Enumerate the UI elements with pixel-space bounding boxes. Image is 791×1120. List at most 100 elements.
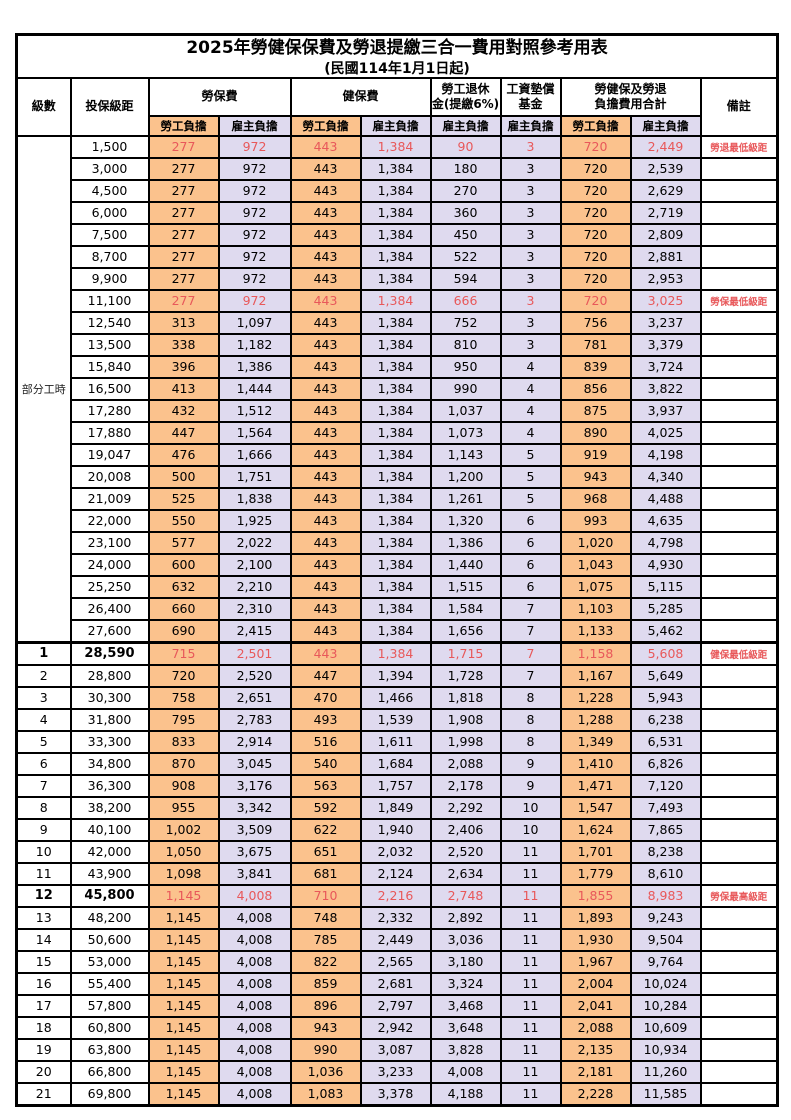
cell-remark xyxy=(699,971,779,996)
cell-wage-fund-employer: 3 xyxy=(499,156,562,181)
cell-level: 1 xyxy=(15,640,72,666)
cell-health-employee: 681 xyxy=(289,861,362,886)
cell-total-employee: 781 xyxy=(559,332,632,357)
cell-level: 18 xyxy=(15,1015,72,1040)
col-header-remark: 備註 xyxy=(699,76,779,137)
cell-labor-employee: 1,145 xyxy=(147,1015,220,1040)
cell-health-employee: 443 xyxy=(289,530,362,555)
col-header-bracket: 投保級距 xyxy=(69,76,150,137)
table-row: 11,100 277 972 443 1,384 666 3 720 3,025 勞保最低級距 xyxy=(17,288,779,313)
table-row: 4 31,800 795 2,783 493 1,539 1,908 8 1,288 6,238 xyxy=(15,707,779,732)
cell-pension-employer: 3,180 xyxy=(429,949,502,974)
cell-labor-employer: 2,022 xyxy=(217,530,292,555)
cell-labor-employee: 1,145 xyxy=(147,883,220,908)
cell-labor-employee: 1,145 xyxy=(147,1081,220,1107)
table-row: 22,000 550 1,925 443 1,384 1,320 6 993 4,635 xyxy=(17,508,779,533)
cell-labor-employee: 313 xyxy=(147,310,220,335)
cell-labor-employer: 3,841 xyxy=(217,861,292,886)
cell-insured-bracket: 66,800 xyxy=(69,1059,150,1084)
cell-wage-fund-employer: 4 xyxy=(499,376,562,401)
cell-total-employee: 968 xyxy=(559,486,632,511)
cell-insured-bracket: 45,800 xyxy=(69,883,150,908)
cell-total-employee: 720 xyxy=(559,244,632,269)
cell-health-employer: 1,384 xyxy=(359,420,432,445)
cell-labor-employer: 2,501 xyxy=(217,640,292,666)
cell-wage-fund-employer: 11 xyxy=(499,839,562,864)
cell-total-employee: 720 xyxy=(559,266,632,291)
cell-total-employer: 5,943 xyxy=(629,685,702,710)
table-row: 部分工時 1,500 277 972 443 1,384 90 3 720 2,449 勞退最低級距 xyxy=(15,134,779,644)
cell-total-employee: 2,041 xyxy=(559,993,632,1018)
cell-total-employee: 1,967 xyxy=(559,949,632,974)
cell-level: 13 xyxy=(15,905,72,930)
cell-level: 12 xyxy=(15,883,72,908)
cell-health-employer: 1,384 xyxy=(359,552,432,577)
cell-insured-bracket: 13,500 xyxy=(69,332,150,357)
cell-labor-employee: 277 xyxy=(147,156,220,181)
cell-insured-bracket: 28,800 xyxy=(69,663,150,688)
cell-level: 21 xyxy=(15,1081,72,1107)
cell-health-employee: 1,083 xyxy=(289,1081,362,1107)
cell-total-employee: 1,471 xyxy=(559,773,632,798)
cell-remark xyxy=(699,486,779,511)
cell-total-employee: 2,135 xyxy=(559,1037,632,1062)
cell-pension-employer: 990 xyxy=(429,376,502,401)
cell-wage-fund-employer: 3 xyxy=(499,200,562,225)
cell-pension-employer: 3,468 xyxy=(429,993,502,1018)
cell-pension-employer: 810 xyxy=(429,332,502,357)
cell-wage-fund-employer: 9 xyxy=(499,751,562,776)
cell-health-employer: 1,384 xyxy=(359,310,432,335)
cell-health-employee: 443 xyxy=(289,574,362,599)
cell-health-employer: 1,384 xyxy=(359,398,432,423)
cell-health-employer: 3,233 xyxy=(359,1059,432,1084)
cell-wage-fund-employer: 11 xyxy=(499,1037,562,1062)
cell-health-employer: 1,384 xyxy=(359,332,432,357)
cell-total-employer: 2,539 xyxy=(629,156,702,181)
cell-wage-fund-employer: 11 xyxy=(499,971,562,996)
cell-pension-employer: 1,715 xyxy=(429,640,502,666)
cell-total-employee: 1,167 xyxy=(559,663,632,688)
cell-labor-employer: 1,666 xyxy=(217,442,292,467)
cell-health-employee: 785 xyxy=(289,927,362,952)
cell-total-employer: 11,585 xyxy=(629,1081,702,1107)
cell-wage-fund-employer: 6 xyxy=(499,574,562,599)
cell-insured-bracket: 38,200 xyxy=(69,795,150,820)
cell-labor-employee: 277 xyxy=(147,288,220,313)
cell-total-employer: 5,115 xyxy=(629,574,702,599)
cell-labor-employee: 632 xyxy=(147,574,220,599)
part-time-merged-cell: 部分工時 xyxy=(15,134,72,644)
cell-pension-employer: 950 xyxy=(429,354,502,379)
table-row: 12 45,800 1,145 4,008 710 2,216 2,748 11 1,855 8,… xyxy=(15,883,779,908)
cell-insured-bracket: 6,000 xyxy=(69,200,150,225)
cell-labor-employer: 972 xyxy=(217,266,292,291)
table-row: 17,880 447 1,564 443 1,384 1,073 4 890 4,025 xyxy=(17,420,779,445)
cell-total-employer: 3,724 xyxy=(629,354,702,379)
cell-labor-employee: 1,098 xyxy=(147,861,220,886)
cell-level: 17 xyxy=(15,993,72,1018)
cell-labor-employee: 660 xyxy=(147,596,220,621)
cell-labor-employer: 2,100 xyxy=(217,552,292,577)
cell-health-employee: 748 xyxy=(289,905,362,930)
cell-labor-employer: 2,210 xyxy=(217,574,292,599)
cell-wage-fund-employer: 4 xyxy=(499,354,562,379)
cell-labor-employer: 1,925 xyxy=(217,508,292,533)
cell-labor-employee: 500 xyxy=(147,464,220,489)
cell-total-employee: 875 xyxy=(559,398,632,423)
cell-level: 9 xyxy=(15,817,72,842)
cell-health-employee: 622 xyxy=(289,817,362,842)
cell-labor-employee: 277 xyxy=(147,244,220,269)
total-header-line1: 勞健保及勞退 xyxy=(594,81,667,96)
cell-labor-employer: 972 xyxy=(217,222,292,247)
cell-health-employer: 1,384 xyxy=(359,618,432,644)
cell-labor-employer: 4,008 xyxy=(217,971,292,996)
cell-insured-bracket: 30,300 xyxy=(69,685,150,710)
cell-wage-fund-employer: 3 xyxy=(499,222,562,247)
cell-total-employer: 10,284 xyxy=(629,993,702,1018)
table-row: 13,500 338 1,182 443 1,384 810 3 781 3,379 xyxy=(17,332,779,357)
cell-total-employee: 919 xyxy=(559,442,632,467)
cell-labor-employee: 1,145 xyxy=(147,927,220,952)
cell-labor-employee: 795 xyxy=(147,707,220,732)
cell-health-employee: 443 xyxy=(289,442,362,467)
cell-labor-employee: 577 xyxy=(147,530,220,555)
cell-labor-employer: 972 xyxy=(217,200,292,225)
